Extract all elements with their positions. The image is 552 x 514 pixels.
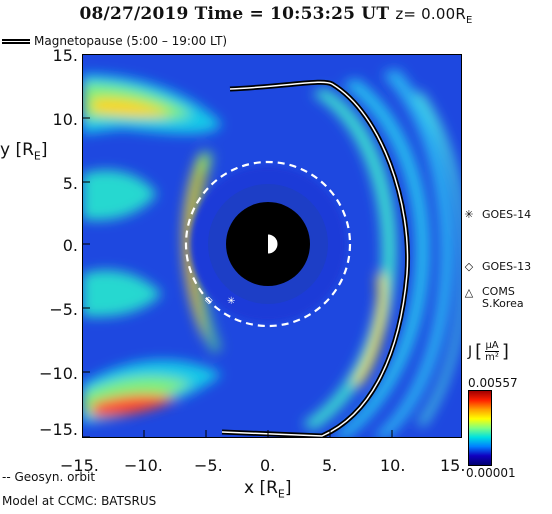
y-axis-label: y [RE] — [0, 140, 48, 163]
plot-title: 08/27/2019 Time = 10:53:25 UT z= 0.00RE — [0, 4, 552, 26]
magnetopause-legend: Magnetopause (5:00 – 19:00 LT) — [2, 34, 227, 48]
geosynchronous-orbit — [184, 160, 352, 328]
x-tick-neg5: −5. — [194, 456, 223, 475]
colorbar-min: 0.00001 — [466, 466, 516, 480]
y-tick-0: 0. — [62, 236, 78, 255]
plot-frame — [82, 54, 462, 438]
colorbar — [468, 390, 492, 466]
x-axis-label: x [RE] — [244, 478, 292, 501]
coms-icon: △ — [464, 286, 474, 299]
x-tick-15: 15. — [440, 456, 466, 475]
magnetopause-legend-label: Magnetopause (5:00 – 19:00 LT) — [34, 34, 228, 48]
goes-14-marker: ✳ — [227, 296, 235, 307]
x-tick-neg10: −10. — [124, 456, 163, 475]
y-tick-5: 5. — [62, 174, 78, 193]
legend-coms: △ COMS S.Korea — [464, 285, 524, 310]
colorbar-max: 0.00557 — [468, 376, 518, 390]
goes-13-icon: ◇ — [464, 260, 474, 273]
magnetopause-legend-line — [2, 38, 30, 44]
y-tick-15: 15. — [52, 46, 78, 65]
title-time: 08/27/2019 Time = 10:53:25 UT — [79, 4, 390, 24]
current-density-map: ✳ ◇ — [82, 54, 462, 438]
y-tick-10: 10. — [52, 110, 78, 129]
geosyn-orbit-legend: -- Geosyn. orbit — [2, 470, 96, 484]
x-tick-neg15: −15. — [60, 456, 99, 475]
colorbar-title: J [ μA m² ] — [468, 340, 509, 363]
legend-goes-14: ✳ GOES-14 — [464, 208, 532, 221]
model-credit: Model at CCMC: BATSRUS — [2, 494, 157, 508]
x-tick-0: 0. — [260, 456, 276, 475]
x-tick-5: 5. — [322, 456, 338, 475]
goes-13-marker: ◇ — [205, 295, 213, 306]
goes-14-icon: ✳ — [464, 208, 474, 221]
y-tick-neg15: −15. — [39, 420, 78, 439]
magnetopause-curve — [221, 81, 409, 437]
x-tick-10: 10. — [380, 456, 406, 475]
y-tick-neg10: −10. — [39, 364, 78, 383]
legend-goes-13: ◇ GOES-13 — [464, 260, 532, 273]
title-z-sub: E — [465, 15, 473, 26]
y-tick-neg5: −5. — [49, 300, 78, 319]
title-z: z= 0.00R — [395, 5, 466, 23]
